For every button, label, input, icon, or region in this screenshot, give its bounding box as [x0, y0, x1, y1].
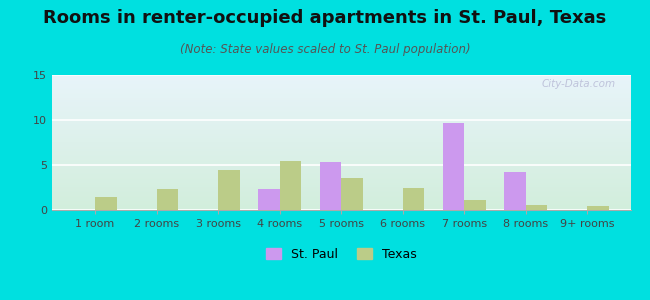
Text: (Note: State values scaled to St. Paul population): (Note: State values scaled to St. Paul p…: [179, 44, 471, 56]
Bar: [95, 196, 116, 210]
Bar: [526, 205, 547, 210]
Bar: [218, 170, 240, 210]
Bar: [403, 188, 424, 210]
Text: City-Data.com: City-Data.com: [542, 79, 616, 89]
Bar: [280, 161, 301, 210]
Bar: [157, 189, 178, 210]
Bar: [341, 178, 363, 210]
Legend: St. Paul, Texas: St. Paul, Texas: [261, 243, 421, 266]
Bar: [588, 206, 609, 210]
Bar: [258, 189, 280, 210]
Text: Rooms in renter-occupied apartments in St. Paul, Texas: Rooms in renter-occupied apartments in S…: [44, 9, 606, 27]
Bar: [464, 200, 486, 210]
Bar: [320, 162, 341, 210]
Bar: [504, 172, 526, 210]
Bar: [443, 123, 464, 210]
